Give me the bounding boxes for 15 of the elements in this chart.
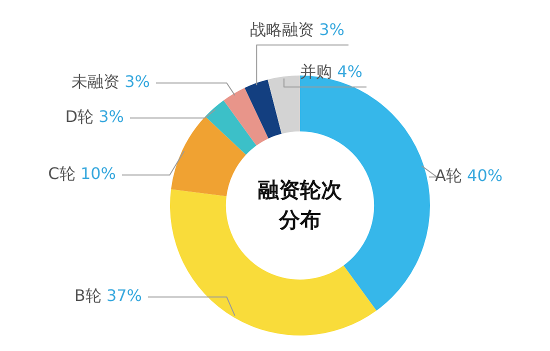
slice-label: D轮 — [65, 107, 99, 126]
data-label: 3% — [319, 20, 344, 40]
data-label: 4% — [337, 62, 362, 82]
data-label: 3% — [124, 72, 150, 92]
slice-label: 未融资 — [72, 72, 125, 92]
slice-label: A轮 — [435, 166, 468, 186]
slice-label: C轮 — [48, 164, 80, 184]
data-label: 40% — [467, 166, 503, 186]
text: 融资轮次分布 — [257, 177, 343, 234]
data-label: 37% — [106, 286, 142, 306]
slice-label: B轮 — [74, 286, 106, 306]
data-label: 3% — [98, 107, 124, 126]
slice-label: 战略融资 — [250, 20, 320, 40]
slice-label: 并购 — [300, 62, 338, 82]
data-label: 10% — [80, 164, 116, 184]
